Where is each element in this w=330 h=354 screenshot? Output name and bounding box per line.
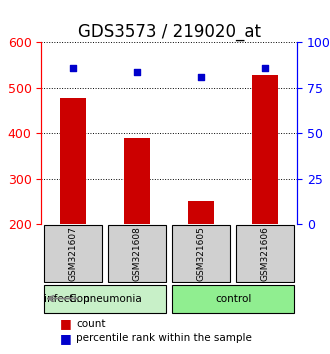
Text: GSM321605: GSM321605 [197,226,206,281]
FancyBboxPatch shape [45,285,166,314]
Bar [252,75,278,224]
Point [262,65,268,71]
Text: control: control [215,293,251,303]
Bar [60,98,86,224]
FancyBboxPatch shape [236,225,294,282]
Text: count: count [76,319,105,329]
Text: ■: ■ [59,332,71,344]
Text: percentile rank within the sample: percentile rank within the sample [76,333,252,343]
FancyBboxPatch shape [108,225,166,282]
Title: GDS3573 / 219020_at: GDS3573 / 219020_at [78,23,261,41]
Point [198,74,204,80]
FancyBboxPatch shape [45,225,102,282]
Text: GSM321607: GSM321607 [69,226,78,281]
Text: ■: ■ [59,318,71,330]
Text: GSM321606: GSM321606 [260,226,270,281]
FancyBboxPatch shape [172,285,294,314]
Point [71,65,76,71]
Text: GSM321608: GSM321608 [133,226,142,281]
Text: C. pneumonia: C. pneumonia [69,293,142,303]
Bar [188,201,214,224]
Bar [124,138,150,224]
Point [135,69,140,74]
Text: infection: infection [45,293,90,303]
FancyBboxPatch shape [172,225,230,282]
